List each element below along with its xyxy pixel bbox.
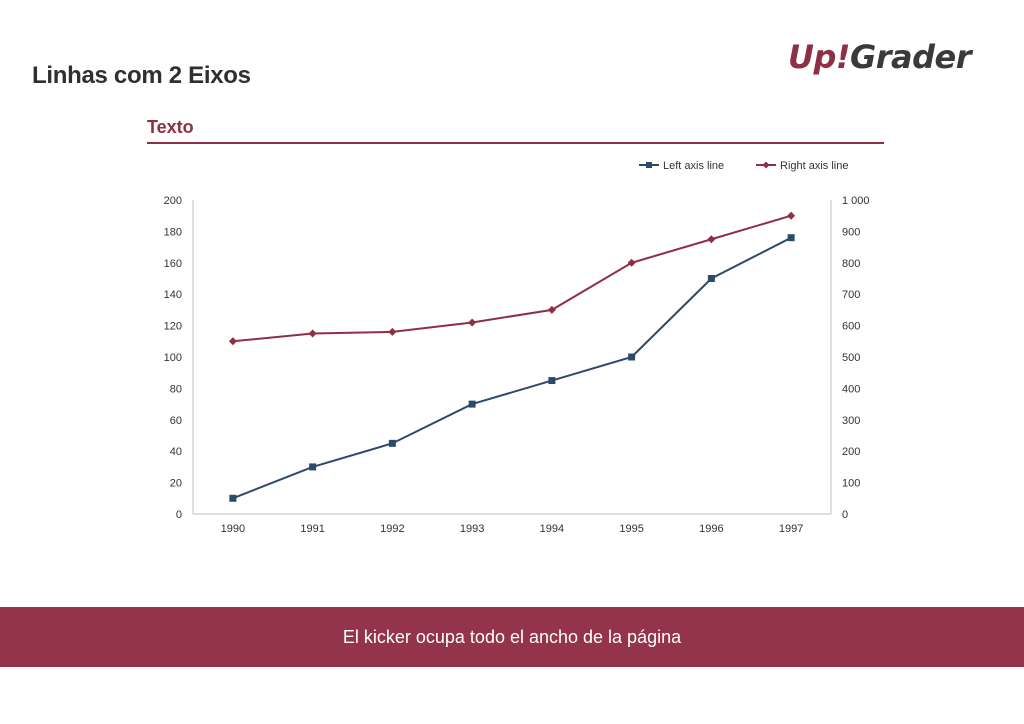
x-tick-label: 1992: [380, 523, 404, 535]
series-line-right: [232, 214, 792, 343]
x-tick-label: 1990: [221, 523, 245, 535]
x-tick-label: 1997: [779, 523, 803, 535]
left-y-tick-label: 180: [164, 226, 182, 238]
right-y-tick-label: 1 000: [842, 195, 870, 207]
data-point-right: [787, 211, 796, 220]
data-point-left: [787, 234, 795, 242]
x-tick-label: 1991: [300, 523, 324, 535]
right-y-tick-label: 100: [842, 478, 860, 490]
kicker-text: El kicker ocupa todo el ancho de la pági…: [342, 626, 682, 647]
data-point-left: [707, 275, 715, 282]
logo-part-up: Up: [788, 38, 836, 76]
right-y-tick-label: 700: [842, 289, 860, 301]
right-y-tick-label: 500: [842, 352, 860, 364]
data-point-left: [468, 400, 476, 408]
dual-axis-line-chart: 0 20 40 60 80 100 120 140 160 180 200 0 100 200 300 400…: [164, 160, 870, 535]
upgrader-logo: Up!Grader: [788, 38, 972, 76]
data-point-right: [308, 329, 317, 338]
right-y-tick-label: 900: [842, 226, 860, 238]
left-y-tick-label: 20: [170, 478, 182, 490]
left-y-tick-label: 40: [170, 446, 182, 458]
logo-part-grader: Grader: [849, 38, 972, 76]
left-y-tick-label: 140: [164, 289, 182, 301]
legend-label: Right axis line: [780, 160, 848, 172]
data-point-right: [547, 305, 556, 314]
slide-title: Linhas com 2 Eixos: [32, 62, 251, 89]
data-point-left: [628, 353, 636, 361]
legend-marker-right: [762, 161, 770, 169]
left-y-tick-label: 120: [164, 321, 182, 333]
data-point-left: [229, 494, 237, 502]
data-point-left: [388, 439, 396, 447]
data-point-right: [388, 327, 397, 336]
right-y-tick-label: 0: [842, 509, 848, 521]
series-line-left: [232, 236, 792, 500]
x-tick-label: 1996: [699, 523, 723, 535]
left-y-tick-label: 200: [164, 195, 182, 207]
data-point-right: [707, 235, 716, 244]
x-tick-label: 1995: [619, 523, 643, 535]
left-y-tick-label: 80: [170, 383, 182, 395]
legend-label: Left axis line: [663, 160, 724, 172]
logo-part-bang: !: [835, 38, 851, 76]
data-point-left: [309, 463, 317, 471]
section-divider: [147, 142, 884, 144]
data-point-right: [468, 318, 477, 327]
data-point-right: [627, 258, 636, 267]
right-y-tick-label: 300: [842, 415, 860, 427]
left-y-tick-label: 160: [164, 258, 182, 270]
data-point-right: [228, 337, 237, 346]
right-y-tick-label: 200: [842, 446, 860, 458]
data-point-left: [548, 377, 556, 385]
kicker-banner: El kicker ocupa todo el ancho de la pági…: [0, 607, 1024, 667]
left-y-tick-label: 0: [176, 509, 182, 521]
right-y-tick-label: 400: [842, 383, 860, 395]
right-y-tick-label: 600: [842, 321, 860, 333]
section-title: Texto: [147, 117, 194, 137]
right-y-tick-label: 800: [842, 258, 860, 270]
left-y-tick-label: 100: [164, 352, 182, 364]
x-tick-label: 1993: [460, 523, 484, 535]
legend-marker-left: [646, 162, 652, 168]
x-tick-label: 1994: [540, 523, 564, 535]
left-y-tick-label: 60: [170, 415, 182, 427]
